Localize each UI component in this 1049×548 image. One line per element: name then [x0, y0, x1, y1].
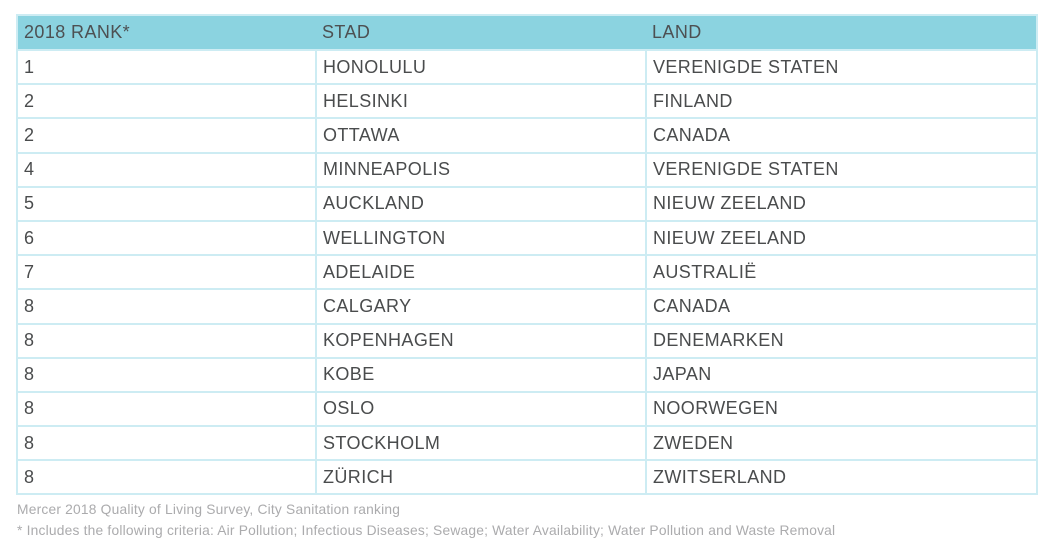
table-row: 1 HONOLULU VERENIGDE STATEN — [16, 48, 1038, 86]
table-row: 6 WELLINGTON NIEUW ZEELAND — [16, 219, 1038, 257]
city-cell: CALGARY — [315, 288, 647, 325]
ranking-table-container: 2018 RANK* STAD LAND 1 HONOLULU VERENIGDE … — [16, 14, 1038, 496]
source-note: Mercer 2018 Quality of Living Survey, Ci… — [17, 502, 401, 517]
country-cell: DENEMARKEN — [645, 322, 1038, 359]
country-cell: ZWEDEN — [645, 425, 1038, 462]
city-cell: HONOLULU — [315, 48, 647, 86]
rank-cell: 1 — [16, 48, 317, 86]
city-cell: AUCKLAND — [315, 185, 647, 222]
footer-notes: Mercer 2018 Quality of Living Survey, Ci… — [17, 499, 835, 541]
ranking-table: 2018 RANK* STAD LAND 1 HONOLULU VERENIGDE … — [16, 14, 1038, 496]
table-row: 8 ZÜRICH ZWITSERLAND — [16, 459, 1038, 496]
city-cell: OSLO — [315, 390, 647, 428]
country-cell: FINLAND — [645, 83, 1038, 120]
table-row: 2 HELSINKI FINLAND — [16, 83, 1038, 120]
country-cell: NIEUW ZEELAND — [645, 185, 1038, 222]
table-row: 8 CALGARY CANADA — [16, 288, 1038, 325]
country-cell: AUSTRALIË — [645, 254, 1038, 291]
rank-cell: 8 — [16, 459, 317, 496]
table-body: 1 HONOLULU VERENIGDE STATEN 2 HELSINKI FINLAN… — [16, 48, 1038, 496]
rank-cell: 5 — [16, 185, 317, 222]
city-cell: STOCKHOLM — [315, 425, 647, 462]
column-header-land: LAND — [646, 15, 1037, 50]
table-row: 8 KOPENHAGEN DENEMARKEN — [16, 322, 1038, 359]
rank-cell: 8 — [16, 322, 317, 359]
city-cell: HELSINKI — [315, 83, 647, 120]
column-header-rank: 2018 RANK* — [17, 15, 316, 50]
country-cell: CANADA — [645, 117, 1038, 154]
rank-cell: 2 — [16, 83, 317, 120]
rank-cell: 8 — [16, 356, 317, 393]
country-cell: NOORWEGEN — [645, 390, 1038, 428]
city-cell: KOPENHAGEN — [315, 322, 647, 359]
rank-cell: 8 — [16, 425, 317, 462]
country-cell: NIEUW ZEELAND — [645, 219, 1038, 257]
city-cell: OTTAWA — [315, 117, 647, 154]
table-row: 8 OSLO NOORWEGEN — [16, 390, 1038, 428]
city-cell: ZÜRICH — [315, 459, 647, 496]
city-cell: KOBE — [315, 356, 647, 393]
header-row: 2018 RANK* STAD LAND — [17, 15, 1037, 50]
country-cell: JAPAN — [645, 356, 1038, 393]
rank-cell: 2 — [16, 117, 317, 154]
table-row: 5 AUCKLAND NIEUW ZEELAND — [16, 185, 1038, 222]
table-row: 7 ADELAIDE AUSTRALIË — [16, 254, 1038, 291]
rank-cell: 8 — [16, 390, 317, 428]
city-cell: ADELAIDE — [315, 254, 647, 291]
table-row: 8 STOCKHOLM ZWEDEN — [16, 425, 1038, 462]
table-row: 4 MINNEAPOLIS VERENIGDE STATEN — [16, 151, 1038, 188]
table-row: 8 KOBE JAPAN — [16, 356, 1038, 393]
city-cell: MINNEAPOLIS — [315, 151, 647, 188]
country-cell: VERENIGDE STATEN — [645, 48, 1038, 86]
country-cell: VERENIGDE STATEN — [645, 151, 1038, 188]
country-cell: CANADA — [645, 288, 1038, 325]
rank-cell: 8 — [16, 288, 317, 325]
country-cell: ZWITSERLAND — [645, 459, 1038, 496]
column-header-stad: STAD — [316, 15, 646, 50]
rank-cell: 6 — [16, 219, 317, 257]
rank-cell: 4 — [16, 151, 317, 188]
table-row: 2 OTTAWA CANADA — [16, 117, 1038, 154]
rank-cell: 7 — [16, 254, 317, 291]
city-cell: WELLINGTON — [315, 219, 647, 257]
criteria-note: * Includes the following criteria: Air P… — [17, 523, 836, 538]
